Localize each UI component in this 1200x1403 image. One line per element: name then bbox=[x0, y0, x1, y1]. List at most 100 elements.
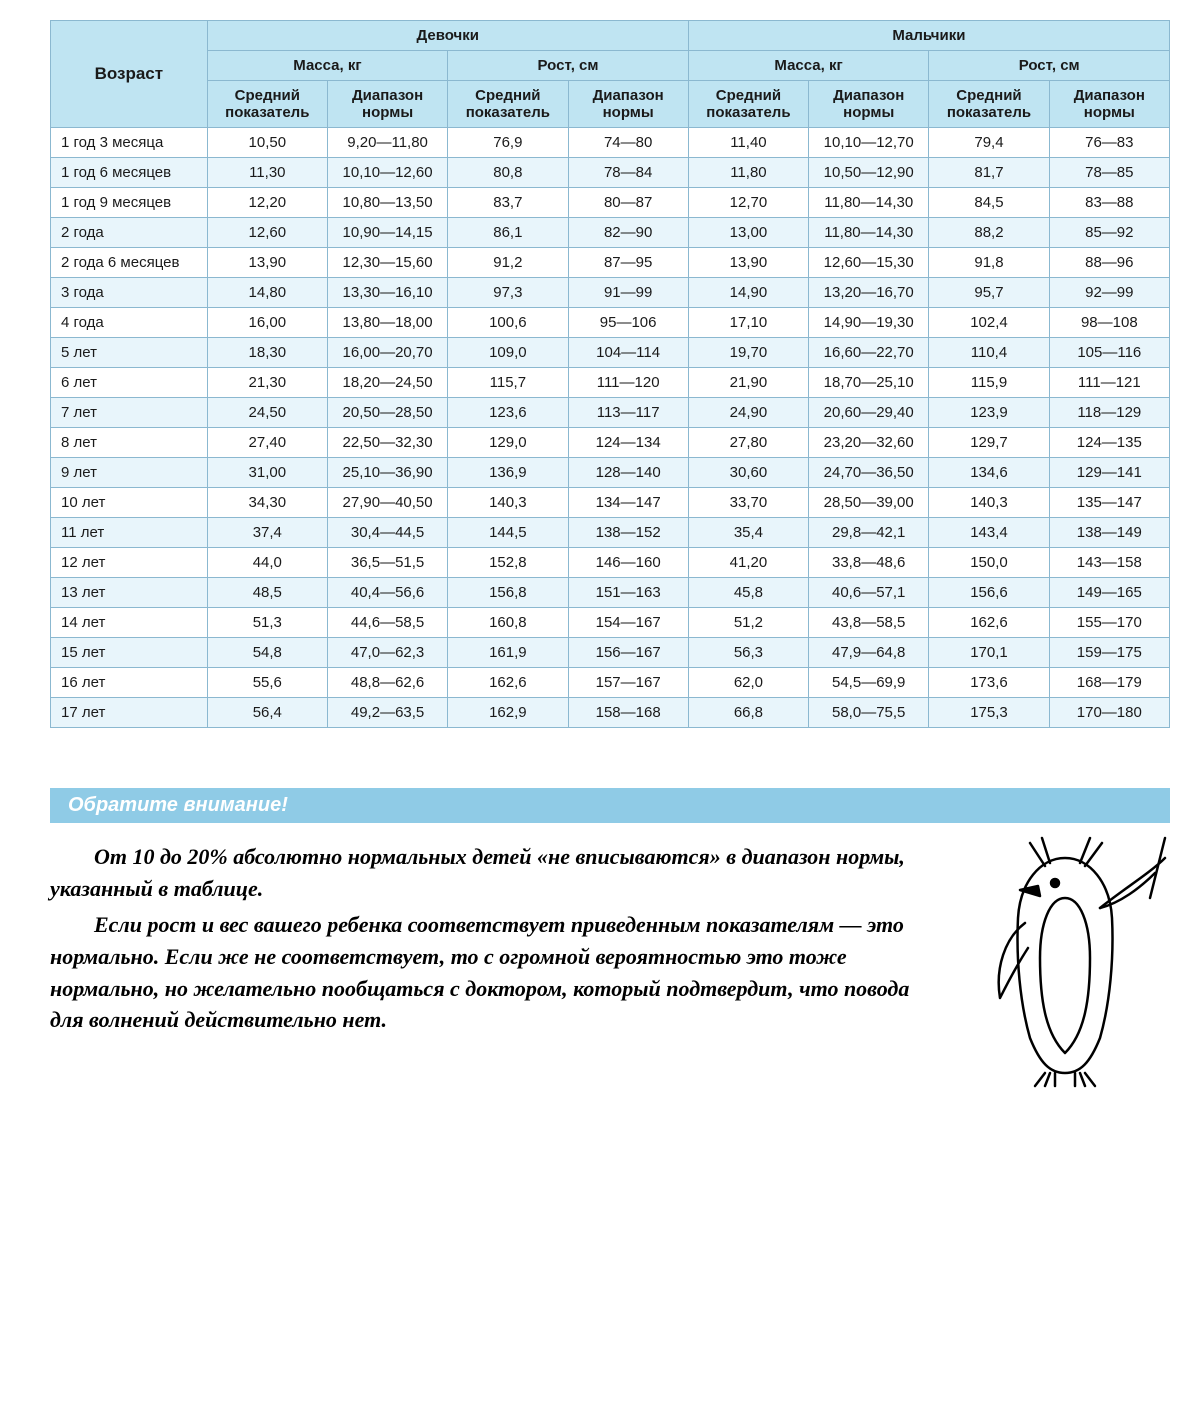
data-cell: 129—141 bbox=[1049, 458, 1169, 488]
table-row: 11 лет37,430,4—44,5144,5138—15235,429,8—… bbox=[51, 518, 1170, 548]
data-cell: 129,0 bbox=[448, 428, 568, 458]
age-cell: 15 лет bbox=[51, 638, 208, 668]
header-avg: Средний показатель bbox=[929, 81, 1049, 128]
data-cell: 30,4—44,5 bbox=[327, 518, 447, 548]
table-row: 4 года16,0013,80—18,00100,695—10617,1014… bbox=[51, 308, 1170, 338]
data-cell: 14,90—19,30 bbox=[809, 308, 929, 338]
data-cell: 13,90 bbox=[207, 248, 327, 278]
age-cell: 10 лет bbox=[51, 488, 208, 518]
data-cell: 23,20—32,60 bbox=[809, 428, 929, 458]
age-cell: 7 лет bbox=[51, 398, 208, 428]
data-cell: 80,8 bbox=[448, 158, 568, 188]
age-cell: 8 лет bbox=[51, 428, 208, 458]
data-cell: 10,50—12,90 bbox=[809, 158, 929, 188]
data-cell: 48,8—62,6 bbox=[327, 668, 447, 698]
data-cell: 123,9 bbox=[929, 398, 1049, 428]
data-cell: 27,80 bbox=[688, 428, 808, 458]
data-cell: 104—114 bbox=[568, 338, 688, 368]
data-cell: 79,4 bbox=[929, 128, 1049, 158]
data-cell: 113—117 bbox=[568, 398, 688, 428]
data-cell: 135—147 bbox=[1049, 488, 1169, 518]
data-cell: 21,30 bbox=[207, 368, 327, 398]
data-cell: 102,4 bbox=[929, 308, 1049, 338]
data-cell: 10,50 bbox=[207, 128, 327, 158]
data-cell: 10,90—14,15 bbox=[327, 218, 447, 248]
data-cell: 49,2—63,5 bbox=[327, 698, 447, 728]
data-cell: 27,40 bbox=[207, 428, 327, 458]
age-cell: 16 лет bbox=[51, 668, 208, 698]
data-cell: 78—85 bbox=[1049, 158, 1169, 188]
data-cell: 33,70 bbox=[688, 488, 808, 518]
data-cell: 10,10—12,60 bbox=[327, 158, 447, 188]
header-boys-height: Рост, см bbox=[929, 51, 1170, 81]
header-avg: Средний показатель bbox=[688, 81, 808, 128]
data-cell: 173,6 bbox=[929, 668, 1049, 698]
data-cell: 31,00 bbox=[207, 458, 327, 488]
data-cell: 18,20—24,50 bbox=[327, 368, 447, 398]
table-row: 6 лет21,3018,20—24,50115,7111—12021,9018… bbox=[51, 368, 1170, 398]
data-cell: 161,9 bbox=[448, 638, 568, 668]
data-cell: 156—167 bbox=[568, 638, 688, 668]
age-cell: 11 лет bbox=[51, 518, 208, 548]
data-cell: 168—179 bbox=[1049, 668, 1169, 698]
data-cell: 134—147 bbox=[568, 488, 688, 518]
data-cell: 83,7 bbox=[448, 188, 568, 218]
data-cell: 24,90 bbox=[688, 398, 808, 428]
age-cell: 1 год 9 месяцев bbox=[51, 188, 208, 218]
data-cell: 83—88 bbox=[1049, 188, 1169, 218]
table-row: 12 лет44,036,5—51,5152,8146—16041,2033,8… bbox=[51, 548, 1170, 578]
data-cell: 17,10 bbox=[688, 308, 808, 338]
data-cell: 110,4 bbox=[929, 338, 1049, 368]
data-cell: 124—134 bbox=[568, 428, 688, 458]
data-cell: 118—129 bbox=[1049, 398, 1169, 428]
data-cell: 21,90 bbox=[688, 368, 808, 398]
data-cell: 129,7 bbox=[929, 428, 1049, 458]
data-cell: 143—158 bbox=[1049, 548, 1169, 578]
data-cell: 76,9 bbox=[448, 128, 568, 158]
data-cell: 19,70 bbox=[688, 338, 808, 368]
data-cell: 12,60—15,30 bbox=[809, 248, 929, 278]
header-age: Возраст bbox=[51, 21, 208, 128]
data-cell: 123,6 bbox=[448, 398, 568, 428]
data-cell: 144,5 bbox=[448, 518, 568, 548]
data-cell: 10,10—12,70 bbox=[809, 128, 929, 158]
data-cell: 100,6 bbox=[448, 308, 568, 338]
data-cell: 11,80—14,30 bbox=[809, 218, 929, 248]
data-cell: 91—99 bbox=[568, 278, 688, 308]
table-row: 1 год 9 месяцев12,2010,80—13,5083,780—87… bbox=[51, 188, 1170, 218]
data-cell: 138—149 bbox=[1049, 518, 1169, 548]
table-row: 10 лет34,3027,90—40,50140,3134—14733,702… bbox=[51, 488, 1170, 518]
data-cell: 134,6 bbox=[929, 458, 1049, 488]
header-girls-height: Рост, см bbox=[448, 51, 689, 81]
data-cell: 24,50 bbox=[207, 398, 327, 428]
data-cell: 92—99 bbox=[1049, 278, 1169, 308]
age-cell: 14 лет bbox=[51, 608, 208, 638]
data-cell: 149—165 bbox=[1049, 578, 1169, 608]
header-range: Диапазон нормы bbox=[1049, 81, 1169, 128]
data-cell: 115,9 bbox=[929, 368, 1049, 398]
header-boys: Мальчики bbox=[688, 21, 1169, 51]
penguin-illustration bbox=[950, 828, 1180, 1088]
data-cell: 136,9 bbox=[448, 458, 568, 488]
table-row: 5 лет18,3016,00—20,70109,0104—11419,7016… bbox=[51, 338, 1170, 368]
data-cell: 95—106 bbox=[568, 308, 688, 338]
table-row: 2 года 6 месяцев13,9012,30—15,6091,287—9… bbox=[51, 248, 1170, 278]
data-cell: 175,3 bbox=[929, 698, 1049, 728]
data-cell: 66,8 bbox=[688, 698, 808, 728]
data-cell: 13,20—16,70 bbox=[809, 278, 929, 308]
data-cell: 160,8 bbox=[448, 608, 568, 638]
data-cell: 162,6 bbox=[448, 668, 568, 698]
data-cell: 158—168 bbox=[568, 698, 688, 728]
data-cell: 84,5 bbox=[929, 188, 1049, 218]
data-cell: 10,80—13,50 bbox=[327, 188, 447, 218]
data-cell: 95,7 bbox=[929, 278, 1049, 308]
data-cell: 34,30 bbox=[207, 488, 327, 518]
table-row: 8 лет27,4022,50—32,30129,0124—13427,8023… bbox=[51, 428, 1170, 458]
data-cell: 13,00 bbox=[688, 218, 808, 248]
data-cell: 20,60—29,40 bbox=[809, 398, 929, 428]
data-cell: 43,8—58,5 bbox=[809, 608, 929, 638]
data-cell: 47,9—64,8 bbox=[809, 638, 929, 668]
data-cell: 111—120 bbox=[568, 368, 688, 398]
age-cell: 1 год 6 месяцев bbox=[51, 158, 208, 188]
data-cell: 58,0—75,5 bbox=[809, 698, 929, 728]
